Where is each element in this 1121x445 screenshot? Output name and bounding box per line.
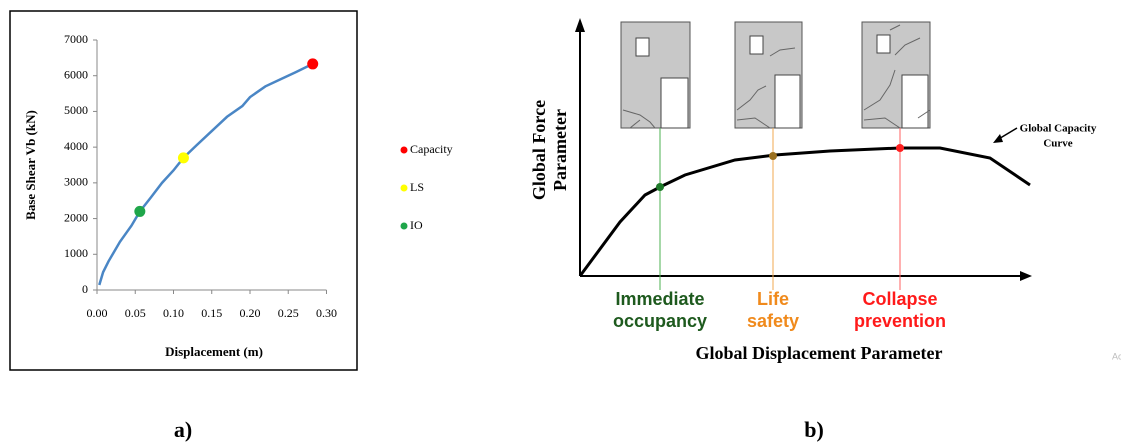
y-axis-label: Global Force <box>529 100 549 200</box>
x-axis-label: Displacement (m) <box>165 344 263 359</box>
performance-point <box>656 183 664 191</box>
performance-point <box>307 58 318 69</box>
annotation: Global Capacity <box>1020 123 1097 135</box>
performance-level-label: occupancy <box>613 311 707 331</box>
window <box>877 35 890 53</box>
figure: Displacement (m) Base Shear Vb (kN) <box>0 0 1121 445</box>
caption: a) <box>174 417 192 442</box>
performance-point <box>896 144 904 152</box>
y-tick-label: 7000 <box>64 32 88 46</box>
y-tick-label: 0 <box>82 282 88 296</box>
arrow <box>1020 271 1032 281</box>
y-axis-label: Parameter <box>550 109 570 191</box>
y-tick-label: 2000 <box>64 210 88 224</box>
arrow <box>575 18 585 32</box>
legend-marker <box>401 147 408 154</box>
y-tick-label: 3000 <box>64 175 88 189</box>
window <box>636 38 649 56</box>
legend-marker <box>401 223 408 230</box>
performance-level-label: Immediate <box>615 289 704 309</box>
x-tick-label: 0.15 <box>201 306 222 320</box>
y-axis-label: Base Shear Vb (kN) <box>23 110 38 220</box>
capacity-curve <box>580 148 1030 276</box>
performance-point <box>769 152 777 160</box>
y-tick-label: 4000 <box>64 139 88 153</box>
x-tick-label: 0.30 <box>316 306 337 320</box>
annotation: Curve <box>1043 138 1072 150</box>
x-axis-label: Global Displacement Parameter <box>696 343 943 363</box>
x-tick-label: 0.05 <box>125 306 146 320</box>
performance-level-label: safety <box>747 311 799 331</box>
legend-label: IO <box>410 218 423 232</box>
x-tick-label: 0.10 <box>163 306 184 320</box>
x-tick-label: 0.25 <box>278 306 299 320</box>
performance-level-label: Collapse <box>862 289 937 309</box>
performance-point <box>134 206 145 217</box>
watermark: Ac <box>1112 351 1121 361</box>
x-tick-label: 0.20 <box>239 306 260 320</box>
caption: b) <box>804 417 824 442</box>
legend-marker <box>401 185 408 192</box>
legend-label: Capacity <box>410 142 453 156</box>
door <box>661 78 688 128</box>
performance-level-label: prevention <box>854 311 946 331</box>
legend-label: LS <box>410 180 424 194</box>
x-tick-label: 0.00 <box>87 306 108 320</box>
performance-point <box>178 152 189 163</box>
capacity-curve <box>99 64 312 285</box>
performance-level-label: Life <box>757 289 789 309</box>
window <box>750 36 763 54</box>
y-tick-label: 6000 <box>64 67 88 81</box>
door <box>902 75 928 128</box>
y-tick-label: 1000 <box>64 246 88 260</box>
arrow <box>993 134 1003 143</box>
door <box>775 75 800 128</box>
y-tick-label: 5000 <box>64 103 88 117</box>
